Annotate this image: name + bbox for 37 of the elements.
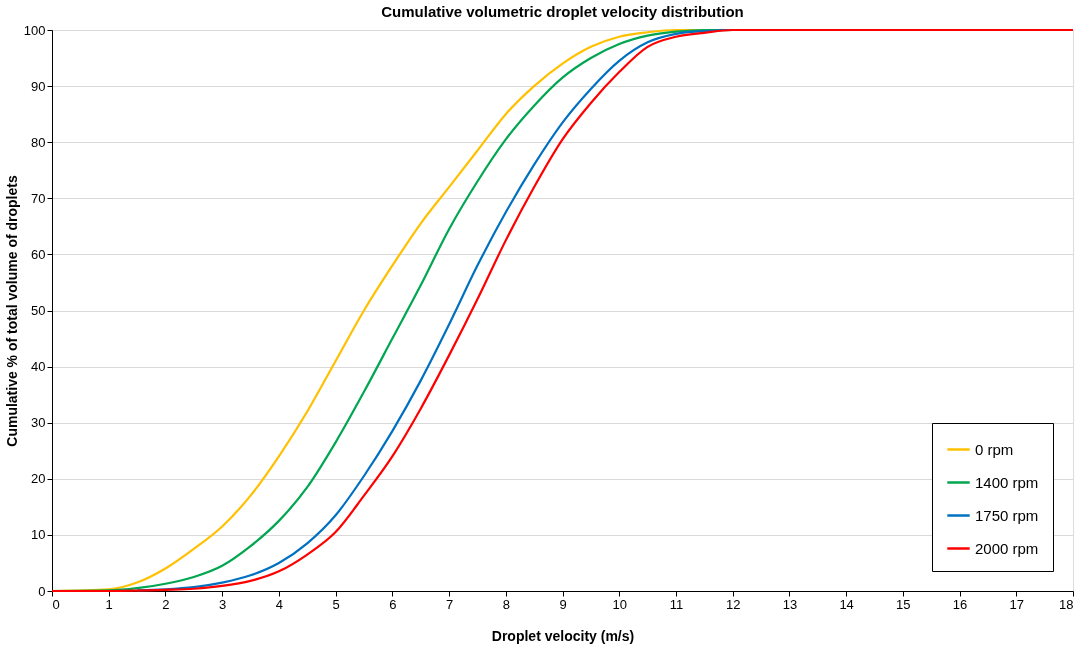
- x-tick-label: 7: [445, 596, 454, 612]
- y-tick-label: 80: [31, 134, 46, 150]
- x-tick-label: 17: [1009, 596, 1025, 612]
- x-tick-label: 12: [725, 596, 741, 612]
- x-tick-label: 15: [896, 596, 911, 612]
- x-tick-label: 10: [612, 596, 627, 612]
- x-tick-label: 5: [332, 596, 340, 612]
- legend-label: 1400 rpm: [975, 473, 1039, 491]
- x-tick-label: 16: [952, 596, 968, 612]
- x-tick-label: 18: [1059, 596, 1074, 612]
- x-tick-label: 2: [162, 596, 170, 612]
- chart-title: Cumulative volumetric droplet velocity distribution: [381, 3, 744, 20]
- legend-label: 1750 rpm: [975, 506, 1039, 524]
- y-tick-label: 20: [31, 471, 46, 487]
- y-tick-label: 10: [31, 527, 46, 543]
- y-tick-label: 90: [31, 78, 46, 94]
- y-tick-label: 50: [31, 303, 46, 318]
- y-tick-label: 40: [31, 359, 46, 375]
- x-tick-label: 4: [275, 596, 284, 612]
- y-tick-label: 0: [38, 583, 46, 599]
- y-tick-label: 60: [31, 246, 46, 262]
- legend-label: 2000 rpm: [975, 539, 1039, 557]
- legend-label: 0 rpm: [975, 440, 1014, 458]
- x-tick-label: 13: [782, 596, 798, 612]
- x-axis-title: Droplet velocity (m/s): [491, 627, 635, 644]
- x-tick-label: 0: [52, 596, 60, 612]
- y-tick-label: 70: [31, 190, 46, 206]
- x-tick-label: 8: [502, 596, 510, 612]
- x-tick-label: 6: [389, 596, 397, 612]
- x-tick-label: 1: [105, 596, 113, 612]
- x-tick-label: 14: [839, 596, 854, 612]
- x-tick-label: 3: [219, 596, 227, 612]
- y-axis-title: Cumulative % of total volume of droplets: [3, 175, 20, 447]
- y-tick-label: 30: [31, 415, 46, 431]
- x-tick-label: 11: [669, 596, 684, 612]
- x-tick-label: 9: [559, 596, 567, 612]
- y-tick-label: 100: [23, 22, 46, 38]
